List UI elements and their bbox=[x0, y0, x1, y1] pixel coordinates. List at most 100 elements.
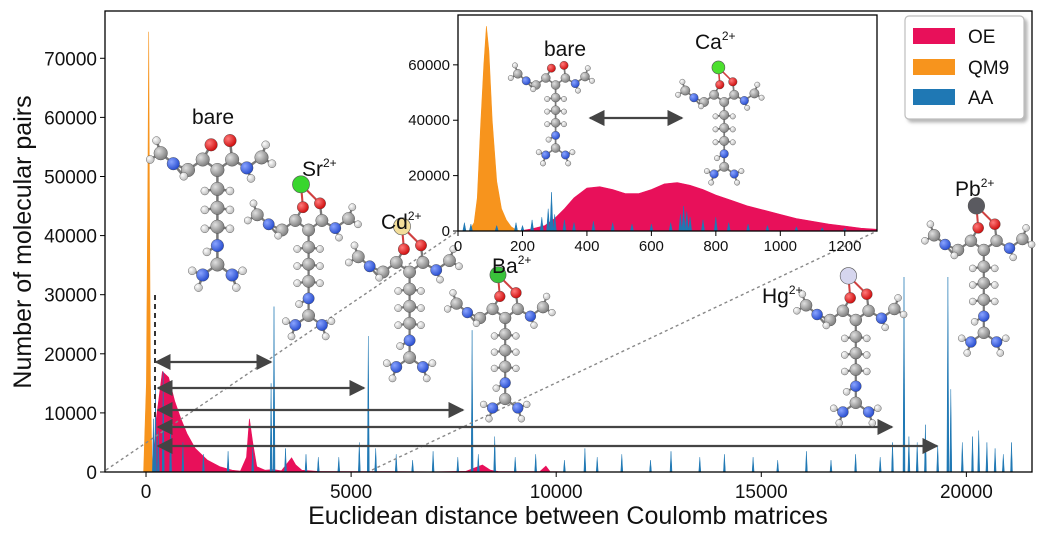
molecule-cd-atom-28 bbox=[383, 360, 390, 367]
main-ytick-label-4: 40000 bbox=[44, 227, 97, 248]
molecule-sr-atom-33 bbox=[335, 234, 342, 241]
molecule-cd-atom-31 bbox=[423, 375, 430, 382]
molecule-pb-atom-13 bbox=[978, 311, 989, 322]
main-ytick-label-2: 20000 bbox=[44, 345, 97, 366]
y-axis-label: Number of molecular pairs bbox=[9, 95, 37, 388]
molecule-cd-atom-7 bbox=[415, 240, 426, 251]
molecule-sr-atom-9 bbox=[342, 212, 354, 224]
molecule-hg-atom-12 bbox=[850, 364, 862, 376]
molecule-ba-atom-29 bbox=[486, 415, 493, 422]
molecule-pb-atom-32 bbox=[951, 252, 958, 259]
molecule-pb-atom-8 bbox=[1004, 243, 1015, 254]
molecule-cd-atom-30 bbox=[429, 360, 436, 367]
molecule-pb-atom-11 bbox=[978, 277, 990, 289]
molecule-inset-ca-atom-16 bbox=[730, 170, 739, 179]
molecule-cd-atom-1 bbox=[390, 256, 402, 268]
molecule-sr-atom-20 bbox=[349, 204, 356, 211]
molecule-cd-atom-21 bbox=[395, 287, 402, 294]
main-ytick-label-3: 30000 bbox=[44, 286, 97, 307]
molecule-inset-bare-atom-30 bbox=[570, 150, 575, 155]
molecule-inset-bare-atom-29 bbox=[540, 161, 545, 166]
main-xtick-label-4: 20000 bbox=[940, 482, 993, 503]
molecule-sr-atom-4 bbox=[251, 209, 263, 221]
molecule-cd-atom-9 bbox=[443, 254, 455, 266]
molecule-ba-atom-8 bbox=[525, 311, 536, 322]
molecule-bare-atom-22 bbox=[226, 187, 234, 195]
molecule-sr-atom-15 bbox=[290, 319, 301, 330]
molecule-ba-atom-10 bbox=[499, 328, 511, 340]
molecule-bare-atom-16 bbox=[226, 269, 239, 282]
molecule-hg-atom-29 bbox=[836, 420, 843, 427]
molecule-inset-ca-atom-21 bbox=[713, 114, 718, 119]
molecule-inset-bare-atom-21 bbox=[545, 96, 550, 101]
molecule-hg-atom-24 bbox=[863, 352, 870, 359]
molecule-cd-atom-18 bbox=[351, 242, 358, 249]
molecule-sr-atom-18 bbox=[250, 200, 257, 207]
molecule-hg-atom-19 bbox=[900, 311, 907, 318]
molecule-pb-atom-28 bbox=[958, 335, 965, 342]
molecule-pb-atom-25 bbox=[969, 298, 976, 305]
molecule-pb-atom-15 bbox=[965, 337, 976, 348]
molecule-inset-ca-atom-29 bbox=[709, 180, 714, 185]
molecule-cd-atom-27 bbox=[397, 343, 404, 350]
molecule-pb-atom-10 bbox=[978, 261, 990, 273]
molecule-ba-atom-16 bbox=[512, 403, 523, 414]
molecule-sr-atom-29 bbox=[288, 333, 295, 340]
molecule-inset-ca-atom-8 bbox=[740, 96, 749, 105]
molecule-ba-atom-18 bbox=[450, 289, 457, 296]
main-xtick-label-3: 15000 bbox=[735, 482, 788, 503]
molecule-ba-atom-28 bbox=[480, 401, 487, 408]
molecule-inset-bare-atom-33 bbox=[575, 88, 580, 93]
molecule-bare-atom-17 bbox=[146, 156, 154, 164]
molecule-inset-bare-atom-3 bbox=[522, 77, 530, 85]
legend: OE QM9 AA bbox=[905, 16, 1024, 119]
molecule-inset-bare-atom-2 bbox=[547, 64, 555, 72]
molecule-inset-ca-atom-2 bbox=[716, 80, 725, 89]
molecule-sr-atom-3 bbox=[263, 219, 274, 230]
main-ytick-label-5: 50000 bbox=[44, 167, 97, 188]
molecule-inset-ca-atom-15 bbox=[710, 170, 719, 179]
molecule-inset-ca-atom-31 bbox=[734, 180, 739, 185]
molecule-pb-atom-27 bbox=[971, 318, 978, 325]
molecule-hg-atom-28 bbox=[830, 405, 837, 412]
molecule-hg-atom-5 bbox=[850, 314, 862, 326]
molecule-cd-atom-16 bbox=[417, 361, 428, 372]
molecule-inset-bare-atom-6 bbox=[561, 74, 570, 83]
molecule-pb-atom-14 bbox=[978, 327, 990, 339]
molecule-pb-atom-20 bbox=[1023, 224, 1030, 231]
molecule-cd-atom-2 bbox=[398, 244, 409, 255]
molecule-inset-bare-atom-24 bbox=[561, 109, 566, 114]
molecule-inset-bare-atom-14 bbox=[551, 144, 560, 153]
molecule-bare-atom-1 bbox=[196, 153, 210, 167]
molecule-ba-atom-31 bbox=[518, 415, 525, 422]
molecule-bare-atom-5 bbox=[211, 163, 225, 177]
molecule-pb-atom-17 bbox=[921, 237, 928, 244]
molecule-hg-atom-2 bbox=[845, 292, 856, 303]
molecule-bare-atom-29 bbox=[195, 284, 203, 292]
molecule-inset-bare-atom-8 bbox=[571, 79, 579, 87]
molecule-ba-atom-9 bbox=[537, 301, 549, 313]
molecule-inset-bare-atom-19 bbox=[589, 78, 594, 83]
molecule-inset-ca-atom-26 bbox=[730, 140, 735, 145]
molecule-sr-atom-23 bbox=[294, 263, 301, 270]
molecule-inset-bare-atom-11 bbox=[551, 106, 560, 115]
molecule-bare-atom-9 bbox=[255, 151, 269, 165]
molecule-pb-atom-21 bbox=[969, 265, 976, 272]
molecule-inset-bare-atom-4 bbox=[513, 69, 522, 78]
molecule-inset-bare-atom-23 bbox=[545, 109, 550, 114]
molecule-hg-atom-1 bbox=[837, 305, 849, 317]
molecule-pb-atom-26 bbox=[991, 298, 998, 305]
molecule-hg-atom-30 bbox=[874, 405, 881, 412]
molecule-ba-atom-26 bbox=[513, 365, 520, 372]
molecule-ba-atom-6 bbox=[512, 303, 524, 315]
molecule-pb-atom-23 bbox=[969, 282, 976, 289]
molecule-bare-atom-14 bbox=[211, 258, 225, 272]
molecule-ba-atom-30 bbox=[523, 401, 530, 408]
molecule-ba-atom-23 bbox=[491, 349, 498, 356]
inset-xtick-label-3: 600 bbox=[639, 238, 664, 255]
molecule-pb-atom-33 bbox=[1010, 254, 1017, 261]
inset-label-bare: bare bbox=[544, 38, 586, 61]
molecule-bare-atom-11 bbox=[211, 201, 225, 215]
